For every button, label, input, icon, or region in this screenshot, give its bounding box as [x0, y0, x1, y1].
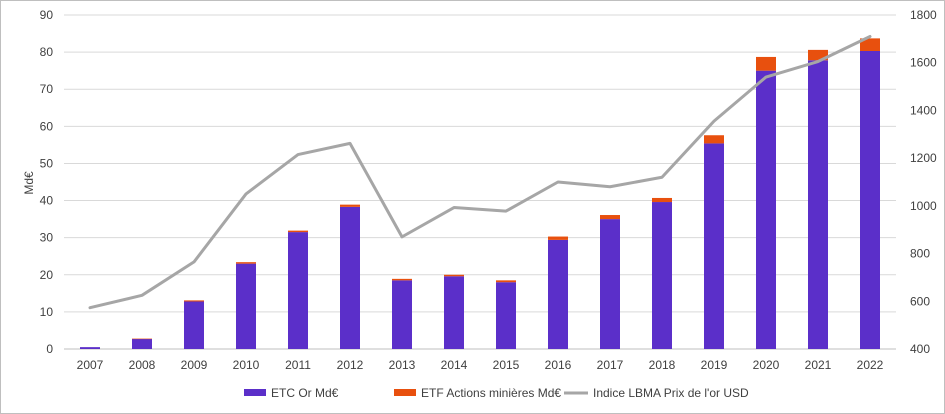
bar-etf-minieres: [600, 215, 620, 220]
bar-etf-minieres: [496, 280, 516, 283]
legend-swatch: [394, 389, 416, 396]
x-tick-label: 2016: [545, 358, 572, 372]
y2-tick-label: 1400: [910, 103, 937, 117]
legend-label: Indice LBMA Prix de l'or USD: [593, 386, 749, 400]
bar-etf-minieres: [808, 49, 828, 61]
x-tick-label: 2020: [753, 358, 780, 372]
bar-etf-minieres: [132, 338, 152, 340]
x-axis-ticks: 2007 2008 2009 2010 2011 2012 2013 2014 2015 2016…: [77, 358, 884, 372]
left-axis-ticks: 0 10 20 30 40 50 60 70 80 90: [40, 8, 54, 356]
y2-tick-label: 600: [910, 294, 930, 308]
bar-etf-minieres: [548, 236, 568, 240]
y-tick-label: 80: [40, 45, 54, 59]
bar-etc-or: [132, 338, 152, 349]
x-tick-label: 2010: [233, 358, 260, 372]
bar-etc-or: [600, 219, 620, 349]
bar-etf-minieres: [392, 278, 412, 281]
x-tick-label: 2012: [337, 358, 364, 372]
y2-tick-label: 1200: [910, 151, 937, 165]
bar-etf-minieres: [340, 204, 360, 207]
price-line: [88, 34, 872, 310]
y-axis-title: Md€: [22, 171, 36, 195]
bar-etc-or: [496, 282, 516, 349]
line-lbma-prix-or: [88, 34, 872, 310]
y-tick-label: 50: [40, 156, 54, 170]
legend-label: ETF Actions minières Md€: [421, 386, 561, 400]
bar-etf-minieres: [652, 197, 672, 203]
x-tick-label: 2017: [597, 358, 624, 372]
bar-etf-minieres: [288, 230, 308, 233]
x-tick-label: 2007: [77, 358, 104, 372]
x-tick-label: 2021: [805, 358, 832, 372]
bar-etf-minieres: [756, 56, 776, 71]
legend-etc-or: ETC Or Md€: [244, 386, 339, 400]
y2-tick-label: 800: [910, 247, 930, 261]
bar-etc-or: [704, 143, 724, 349]
x-tick-label: 2015: [493, 358, 520, 372]
bar-etc-or: [80, 347, 100, 349]
bar-etf-minieres: [860, 38, 880, 51]
legend: ETC Or Md€ ETF Actions minières Md€ Indice…: [244, 386, 749, 400]
bar-etf-minieres: [704, 135, 724, 144]
bar-etc-or: [184, 301, 204, 349]
x-tick-label: 2014: [441, 358, 468, 372]
legend-label: ETC Or Md€: [271, 386, 339, 400]
x-tick-label: 2009: [181, 358, 208, 372]
y-tick-label: 20: [40, 268, 54, 282]
bar-etc-or: [236, 263, 256, 349]
legend-lbma: Indice LBMA Prix de l'or USD: [564, 386, 749, 400]
y-tick-label: 10: [40, 305, 54, 319]
y-tick-label: 30: [40, 231, 54, 245]
right-axis-ticks: 400 600 800 1000 1200 1400 1600 1800: [910, 8, 937, 356]
x-tick-label: 2008: [129, 358, 156, 372]
y2-tick-label: 400: [910, 342, 930, 356]
y2-tick-label: 1800: [910, 8, 937, 22]
bar-etc-or: [288, 232, 308, 349]
bar-etc-or: [808, 60, 828, 350]
bar-etf-minieres: [236, 262, 256, 264]
legend-etf-minieres: ETF Actions minières Md€: [394, 386, 561, 400]
x-tick-label: 2011: [285, 358, 311, 372]
bar-etf-minieres: [184, 300, 204, 302]
y2-tick-label: 1600: [910, 56, 937, 70]
y-tick-label: 90: [40, 8, 54, 22]
bar-etc-or: [392, 280, 412, 349]
x-tick-label: 2022: [857, 358, 884, 372]
bar-etc-or: [444, 276, 464, 349]
y2-tick-label: 1000: [910, 199, 937, 213]
bar-etc-or: [340, 206, 360, 349]
y-tick-label: 70: [40, 82, 54, 96]
bars: [80, 38, 880, 350]
x-tick-label: 2018: [649, 358, 676, 372]
bar-etf-minieres: [444, 274, 464, 277]
legend-swatch: [244, 389, 266, 396]
bar-etc-or: [756, 70, 776, 350]
x-tick-label: 2019: [701, 358, 728, 372]
bar-etc-or: [652, 202, 672, 349]
y-tick-label: 60: [40, 119, 54, 133]
y-tick-label: 40: [40, 194, 54, 208]
bar-etc-or: [548, 239, 568, 349]
y-tick-label: 0: [46, 342, 53, 356]
x-tick-label: 2013: [389, 358, 416, 372]
bar-etc-or: [860, 50, 880, 350]
